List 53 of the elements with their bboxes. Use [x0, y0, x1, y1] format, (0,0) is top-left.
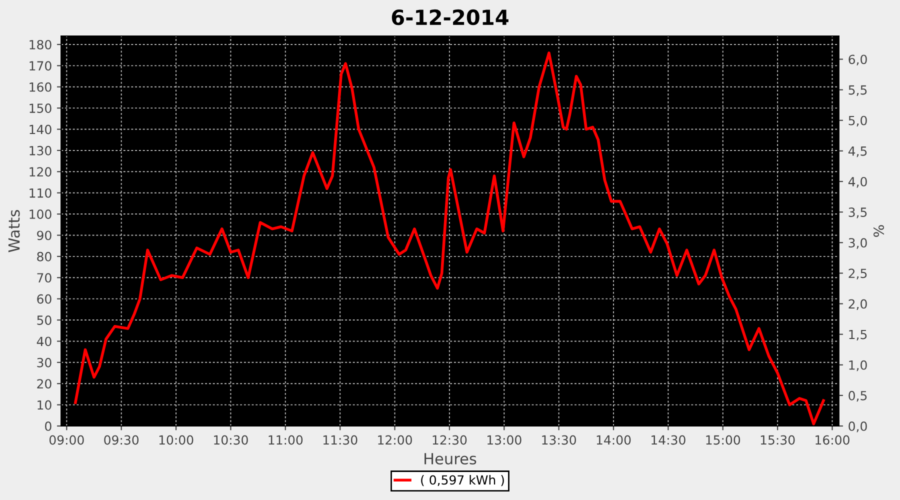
- x-tick-label: 15:00: [706, 435, 740, 445]
- line-series: [74, 52, 825, 426]
- y-tick-label: 180: [30, 40, 52, 50]
- y-tick-label: 60: [37, 294, 52, 304]
- x-tick-label: 09:00: [49, 435, 84, 445]
- y-axis-title: Watts: [8, 210, 20, 252]
- y-tick-label: 70: [37, 273, 52, 283]
- y2-tick-label: 2,5: [848, 268, 867, 280]
- x-tick-label: 09:30: [104, 435, 139, 445]
- y-tick-label: 150: [30, 104, 52, 113]
- y2-tick-label: 3,5: [848, 208, 867, 218]
- y-tick-label: 90: [37, 230, 52, 240]
- y2-tick-label: 5,5: [848, 85, 867, 96]
- chart-title: 6-12-2014: [392, 9, 508, 26]
- legend-label: ( 0,597 kWh ): [421, 475, 504, 486]
- x-tick-label: 12:00: [378, 435, 412, 445]
- x-tick-label: 10:30: [214, 435, 248, 445]
- y-tick-label: 0: [45, 421, 52, 431]
- y2-tick-label: 1,5: [849, 330, 867, 341]
- y-tick-label: 100: [30, 210, 52, 219]
- y-tick-label: 10: [38, 400, 52, 410]
- y-tick-label: 120: [30, 167, 52, 177]
- y-tick-label: 170: [30, 61, 52, 71]
- y-tick-label: 140: [30, 124, 52, 134]
- y2-tick-label: 3,0: [848, 238, 867, 249]
- y2-tick-label: 4,5: [848, 146, 867, 158]
- y2-tick-label: 5,0: [848, 116, 867, 127]
- y2-tick-label: 1,0: [849, 360, 867, 372]
- x-tick-label: 10:00: [159, 435, 194, 445]
- y2-tick-label: 0,5: [848, 390, 867, 402]
- x-tick-label: 11:30: [323, 435, 358, 445]
- y-tick-label: 50: [37, 315, 52, 325]
- y-tick-label: 160: [30, 82, 52, 92]
- y-tick-label: 80: [37, 252, 52, 262]
- y-tick-label: 40: [36, 336, 52, 346]
- y2-tick-label: 6,0: [848, 54, 867, 66]
- y2-tick-label: 2,0: [848, 299, 867, 310]
- y2-tick-label: 0,0: [848, 421, 867, 432]
- x-tick-label: 14:30: [652, 435, 686, 445]
- x-tick-label: 12:30: [432, 435, 467, 445]
- x-tick-label: 11:00: [268, 435, 303, 445]
- x-tick-label: 13:00: [488, 435, 522, 445]
- x-tick-label: 13:30: [542, 435, 576, 445]
- x-tick-label: 14:00: [596, 435, 631, 445]
- y-tick-label: 30: [37, 358, 52, 368]
- y-tick-label: 20: [37, 379, 52, 389]
- y-tick-label: 130: [30, 146, 52, 156]
- x-tick-label: 16:00: [816, 435, 850, 445]
- x-axis-title: Heures: [424, 453, 476, 465]
- y-tick-label: 110: [30, 188, 52, 198]
- y2-axis-title: %: [874, 225, 884, 237]
- x-tick-label: 15:30: [760, 435, 795, 445]
- y2-tick-label: 4,0: [848, 176, 867, 188]
